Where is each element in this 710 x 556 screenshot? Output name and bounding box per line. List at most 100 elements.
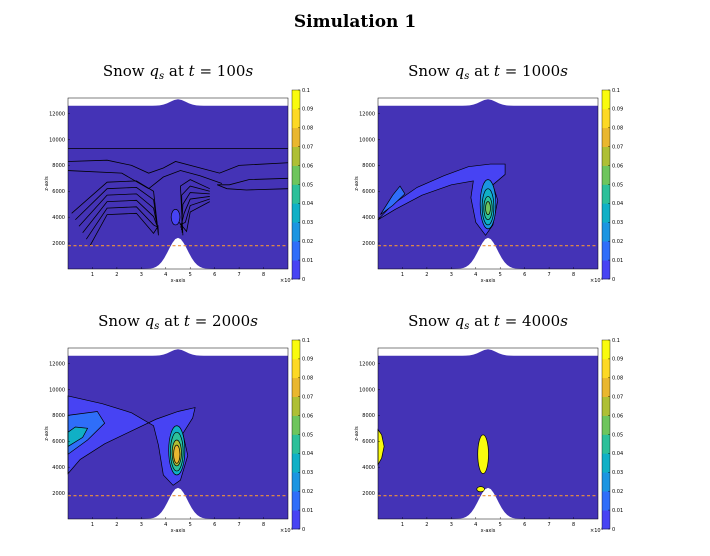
y-tick-label: 4000 [52,215,65,221]
x-axis-label: x-axis [171,278,186,284]
x-tick-label: 2 [115,272,118,278]
colorbar-tick-label: 0.1 [302,338,310,344]
y-tick-label: 6000 [52,189,65,195]
plot-frame [67,347,289,520]
x-tick-label: 7 [238,522,241,528]
y-tick-label: 10000 [359,137,375,143]
chart-svg: Snow qs at t = 100s 1 2 3 4 5 6 7 8 2000 4000 6000 8… [44,62,313,284]
x-tick-label: 6 [213,272,216,278]
y-tick-label: 6000 [52,439,65,445]
x-tick-label: 5 [499,522,502,528]
colorbar-swatch [602,491,610,511]
x-axis-label: x-axis [481,528,496,534]
y-tick-label: 2000 [362,241,375,247]
y-tick-label: 12000 [359,111,375,117]
colorbar-swatch [292,396,300,416]
x-axis-exponent: ×104 [280,527,294,534]
y-tick-label: 12000 [49,361,65,367]
colorbar-tick-label: 0.06 [302,163,313,169]
colorbar-swatch [602,108,610,129]
y-tick-label: 8000 [52,163,65,169]
colorbar-tick-label: 0.07 [302,395,313,401]
colorbar-tick-label: 0.02 [302,239,313,245]
colorbar-tick-label: 0.04 [302,451,313,457]
colorbar-tick-label: 0.04 [612,201,623,207]
colorbar-tick-label: 0.05 [612,432,623,438]
colorbar-tick-label: 0.03 [302,220,313,226]
field-region [477,434,489,475]
colorbar-swatch [602,260,610,280]
contour-line [180,196,210,228]
colorbar-tick-label: 0 [302,527,305,533]
x-tick-label: 1 [91,522,94,528]
colorbar-swatch [292,108,300,129]
colorbar-tick-label: 0.06 [302,413,313,419]
x-axis-label: x-axis [171,528,186,534]
x-tick-label: 7 [238,272,241,278]
contour-line [216,177,289,191]
colorbar-tick-label: 0.05 [612,182,623,188]
colorbar-swatch [292,184,300,204]
x-tick-label: 4 [474,272,477,278]
contour-line [181,192,210,231]
colorbar-swatch [292,510,300,530]
colorbar-tick-label: 0.04 [302,201,313,207]
y-tick-label: 2000 [362,491,375,497]
colorbar-tick-label: 0.03 [612,220,623,226]
colorbar-swatch [602,415,610,435]
y-tick-label: 8000 [362,163,375,169]
field-region [170,209,181,226]
colorbar-tick-label: 0.1 [302,88,310,94]
x-tick-label: 1 [401,272,404,278]
x-tick-label: 5 [189,272,192,278]
x-tick-label: 7 [548,272,551,278]
y-tick-label: 6000 [362,189,375,195]
x-tick-label: 1 [91,272,94,278]
x-tick-label: 5 [189,522,192,528]
x-tick-label: 6 [213,522,216,528]
figure-title: Simulation 1 [293,12,417,32]
y-axis-label: z-axis [354,176,360,191]
x-tick-label: 1 [401,522,404,528]
colorbar-swatch [292,472,300,492]
x-tick-label: 6 [523,272,526,278]
colorbar-swatch [602,434,610,454]
model-lid [378,348,598,356]
model-lid [68,348,288,356]
chart-svg: Snow qs at t = 2000s 1 2 3 4 5 6 7 8 2000 4000 6000… [44,312,313,534]
plot-area [377,348,598,519]
colorbar-tick-label: 0.07 [302,145,313,151]
plot-frame [67,97,289,270]
colorbar-tick-label: 0.06 [612,163,623,169]
y-tick-label: 6000 [362,439,375,445]
contour-line [78,193,159,232]
colorbar-swatch [602,241,610,261]
colorbar-swatch [292,127,300,147]
colorbar-tick-label: 0.01 [612,258,623,264]
x-tick-label: 8 [262,272,265,278]
y-axis-label: z-axis [44,426,50,441]
colorbar-swatch [602,510,610,530]
chart-svg: Snow qs at t = 1000s 1 2 3 4 5 6 7 8 2000 4000 6000… [354,62,623,284]
plot-area [67,98,289,269]
colorbar-tick-label: 0.03 [302,470,313,476]
y-tick-label: 2000 [52,241,65,247]
model-lid [68,98,288,106]
panel-title: Snow qs at t = 4000s [408,312,568,332]
y-tick-label: 12000 [359,361,375,367]
colorbar-tick-label: 0.01 [612,508,623,514]
colorbar-swatch [292,165,300,185]
mountain [378,237,598,269]
colorbar-tick-label: 0.08 [612,126,623,132]
colorbar-swatch [292,241,300,261]
contour-line [178,201,210,233]
colorbar-tick-label: 0.1 [612,338,620,344]
colorbar-tick-label: 0.06 [612,413,623,419]
x-tick-label: 2 [425,522,428,528]
colorbar-swatch [292,453,300,473]
field-region [476,486,485,493]
colorbar-tick-label: 0.02 [612,239,623,245]
colorbar-swatch [602,358,610,379]
colorbar-tick-label: 0.07 [612,145,623,151]
x-tick-label: 4 [164,522,167,528]
